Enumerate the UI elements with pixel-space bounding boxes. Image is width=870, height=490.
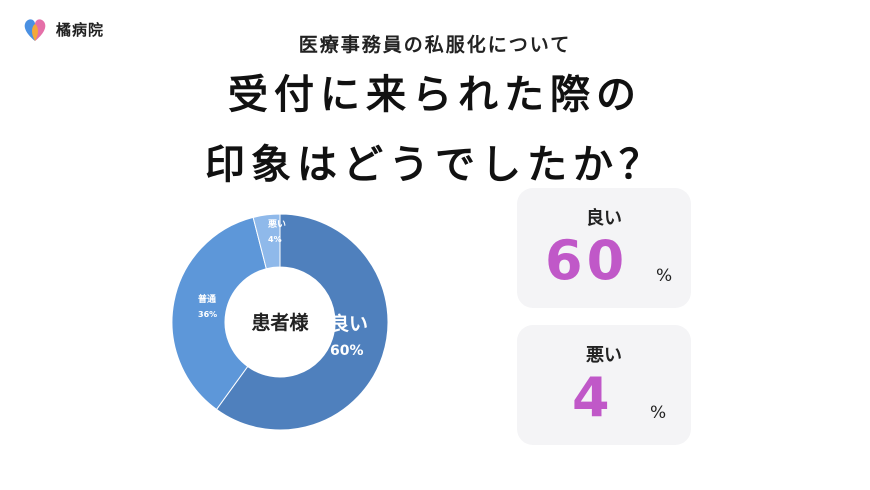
donut-center xyxy=(226,268,334,376)
slice-normal-value: 36% xyxy=(198,310,217,319)
hospital-name: 橘病院 xyxy=(56,20,105,39)
page-title-line-2: 印象はどうでしたか？ xyxy=(205,142,665,188)
page-subtitle: 医療事務員の私服化について xyxy=(298,34,572,56)
heart-leaf-logo-icon xyxy=(24,19,46,41)
card-value-good: 60 xyxy=(545,229,629,292)
slice-bad xyxy=(252,213,281,270)
slice-bad-value: 4% xyxy=(268,235,282,244)
card-value-bad: 4 xyxy=(572,366,610,429)
slice-normal-label: 普通 xyxy=(198,293,216,305)
card-unit-bad: % xyxy=(650,403,667,423)
donut-center-label: 患者様 xyxy=(251,311,309,334)
slice-good xyxy=(215,213,389,431)
card-label-bad: 悪い xyxy=(586,345,622,366)
slice-normal xyxy=(171,216,267,411)
result-card-good: 良い 60 % xyxy=(517,188,691,308)
donut-chart: 良い 60% 普通 36% 悪い 4% 患者様 xyxy=(171,213,389,431)
card-label-good: 良い xyxy=(586,208,622,229)
hospital-logo: 橘病院 xyxy=(20,14,104,44)
slice-bad-label: 悪い xyxy=(268,219,286,230)
slice-good-label: 良い xyxy=(330,312,368,335)
card-unit-good: % xyxy=(656,266,673,286)
page-title-line-1: 受付に来られた際の xyxy=(228,72,642,118)
result-card-bad: 悪い 4 % xyxy=(517,325,691,445)
slice-good-value: 60% xyxy=(330,343,364,359)
